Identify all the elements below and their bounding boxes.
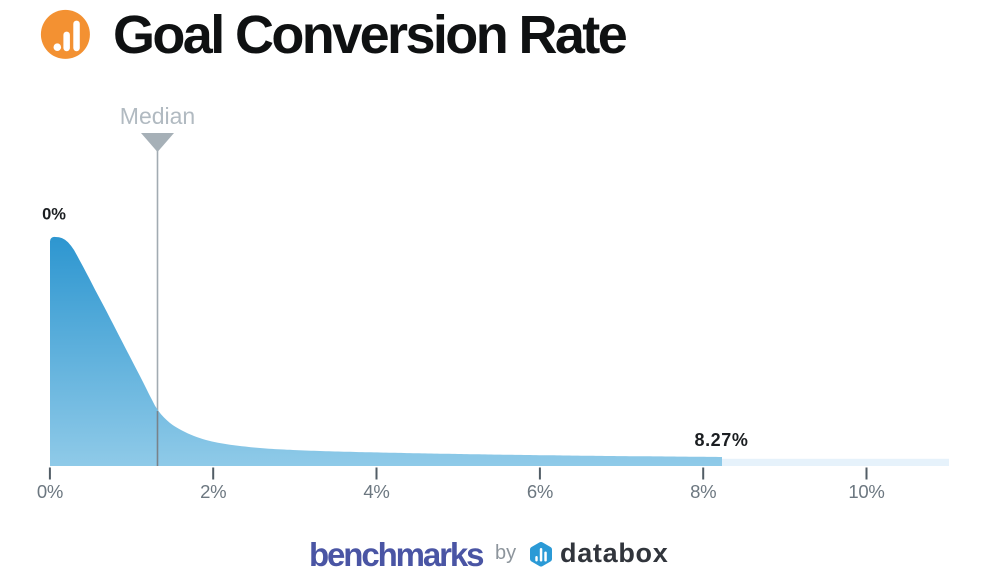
svg-text:0%: 0% xyxy=(42,206,66,224)
svg-text:0%: 0% xyxy=(37,481,63,502)
svg-text:10%: 10% xyxy=(848,481,884,502)
svg-text:4%: 4% xyxy=(363,481,389,502)
svg-text:2%: 2% xyxy=(200,481,226,502)
svg-text:Median: Median xyxy=(120,103,195,129)
svg-text:8.27%: 8.27% xyxy=(694,430,748,450)
svg-text:8%: 8% xyxy=(690,481,716,502)
svg-text:6%: 6% xyxy=(527,481,553,502)
